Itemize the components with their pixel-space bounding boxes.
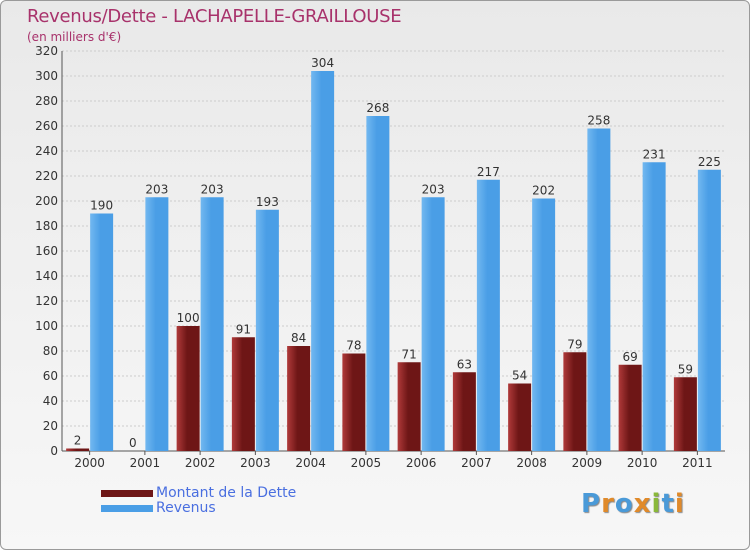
y-tick-label-120: 120 (35, 294, 58, 308)
bar-revenus-2004 (311, 71, 335, 451)
x-tick-label-2008: 2008 (516, 456, 547, 470)
bar-dette-2002 (176, 326, 200, 451)
legend-swatch-revenus (101, 505, 153, 512)
label-dette-2010: 69 (622, 350, 637, 364)
y-tick-label-160: 160 (35, 244, 58, 258)
logo-letter-0: P (581, 489, 602, 519)
chart-subtitle: (en milliers d'€) (27, 30, 122, 44)
y-tick-label-20: 20 (43, 419, 58, 433)
label-revenus-2010: 231 (643, 147, 666, 161)
bar-dette-2000 (66, 448, 90, 451)
label-revenus-2009: 258 (587, 114, 610, 128)
bar-dette-2008 (508, 383, 532, 451)
bar-revenus-2011 (697, 169, 721, 451)
label-dette-2006: 71 (401, 347, 416, 361)
x-tick-label-2006: 2006 (406, 456, 437, 470)
label-revenus-2000: 190 (90, 199, 113, 213)
bar-dette-2011 (673, 377, 697, 451)
x-tick-label-2003: 2003 (240, 456, 271, 470)
label-dette-2000: 2 (74, 434, 82, 448)
x-tick-label-2010: 2010 (627, 456, 658, 470)
y-tick-label-220: 220 (35, 169, 58, 183)
y-tick-label-240: 240 (35, 144, 58, 158)
y-tick-label-80: 80 (43, 344, 58, 358)
y-tick-label-320: 320 (35, 44, 58, 58)
bar-dette-2007 (452, 372, 476, 451)
label-revenus-2004: 304 (311, 56, 334, 70)
y-tick-label-260: 260 (35, 119, 58, 133)
label-revenus-2005: 268 (366, 101, 389, 115)
y-tick-label-60: 60 (43, 369, 58, 383)
bar-dette-2005 (342, 353, 366, 451)
label-dette-2009: 79 (567, 337, 582, 351)
bar-revenus-2002 (200, 197, 224, 451)
bar-revenus-2005 (366, 116, 390, 451)
logo-letter-6: i (674, 489, 685, 519)
x-tick-label-2002: 2002 (185, 456, 216, 470)
bar-dette-2004 (287, 346, 311, 451)
legend-label-revenus: Revenus (156, 500, 216, 516)
x-tick-label-2005: 2005 (351, 456, 382, 470)
label-dette-2003: 91 (236, 322, 251, 336)
chart-title: Revenus/Dette - LACHAPELLE-GRAILLOUSE (27, 6, 402, 27)
bar-revenus-2001 (145, 197, 169, 451)
label-revenus-2008: 202 (532, 184, 555, 198)
x-tick-label-2004: 2004 (295, 456, 326, 470)
y-tick-label-140: 140 (35, 269, 58, 283)
logo-letter-1: r (601, 489, 615, 519)
bar-revenus-2006 (421, 197, 445, 451)
y-tick-label-0: 0 (50, 444, 58, 458)
legend-label-dette: Montant de la Dette (156, 485, 297, 501)
logo-letter-4: i (651, 489, 662, 519)
bar-revenus-2009 (587, 128, 611, 451)
bar-dette-2009 (563, 352, 587, 451)
label-dette-2001: 0 (129, 436, 137, 450)
legend-swatch-dette (101, 490, 153, 497)
label-dette-2007: 63 (457, 357, 472, 371)
bar-revenus-2010 (642, 162, 666, 451)
x-tick-label-2001: 2001 (130, 456, 161, 470)
logo-letter-5: t (661, 489, 675, 519)
y-tick-label-280: 280 (35, 94, 58, 108)
x-tick-label-2007: 2007 (461, 456, 492, 470)
label-dette-2002: 100 (177, 311, 200, 325)
y-tick-label-40: 40 (43, 394, 58, 408)
label-revenus-2007: 217 (477, 165, 500, 179)
x-tick-label-2011: 2011 (682, 456, 713, 470)
x-tick-label-2000: 2000 (74, 456, 105, 470)
bar-revenus-2000 (90, 213, 114, 451)
bar-revenus-2008 (532, 198, 556, 451)
y-tick-label-200: 200 (35, 194, 58, 208)
label-revenus-2011: 225 (698, 155, 721, 169)
y-tick-label-180: 180 (35, 219, 58, 233)
label-dette-2008: 54 (512, 369, 527, 383)
logo-letter-2: o (614, 489, 634, 519)
y-tick-label-300: 300 (35, 69, 58, 83)
label-revenus-2002: 203 (201, 182, 224, 196)
bar-revenus-2003 (255, 209, 279, 451)
logo-letter-3: x (633, 489, 652, 519)
y-tick-label-100: 100 (35, 319, 58, 333)
label-revenus-2001: 203 (145, 182, 168, 196)
bar-dette-2010 (618, 364, 642, 451)
x-tick-label-2009: 2009 (572, 456, 603, 470)
bar-revenus-2007 (476, 179, 500, 451)
label-revenus-2003: 193 (256, 195, 279, 209)
label-dette-2005: 78 (346, 339, 361, 353)
proxiti-logo: Proxiti (581, 489, 685, 519)
label-dette-2011: 59 (678, 362, 693, 376)
label-dette-2004: 84 (291, 331, 306, 345)
label-revenus-2006: 203 (422, 182, 445, 196)
bar-dette-2006 (397, 362, 421, 451)
bar-dette-2003 (231, 337, 255, 451)
